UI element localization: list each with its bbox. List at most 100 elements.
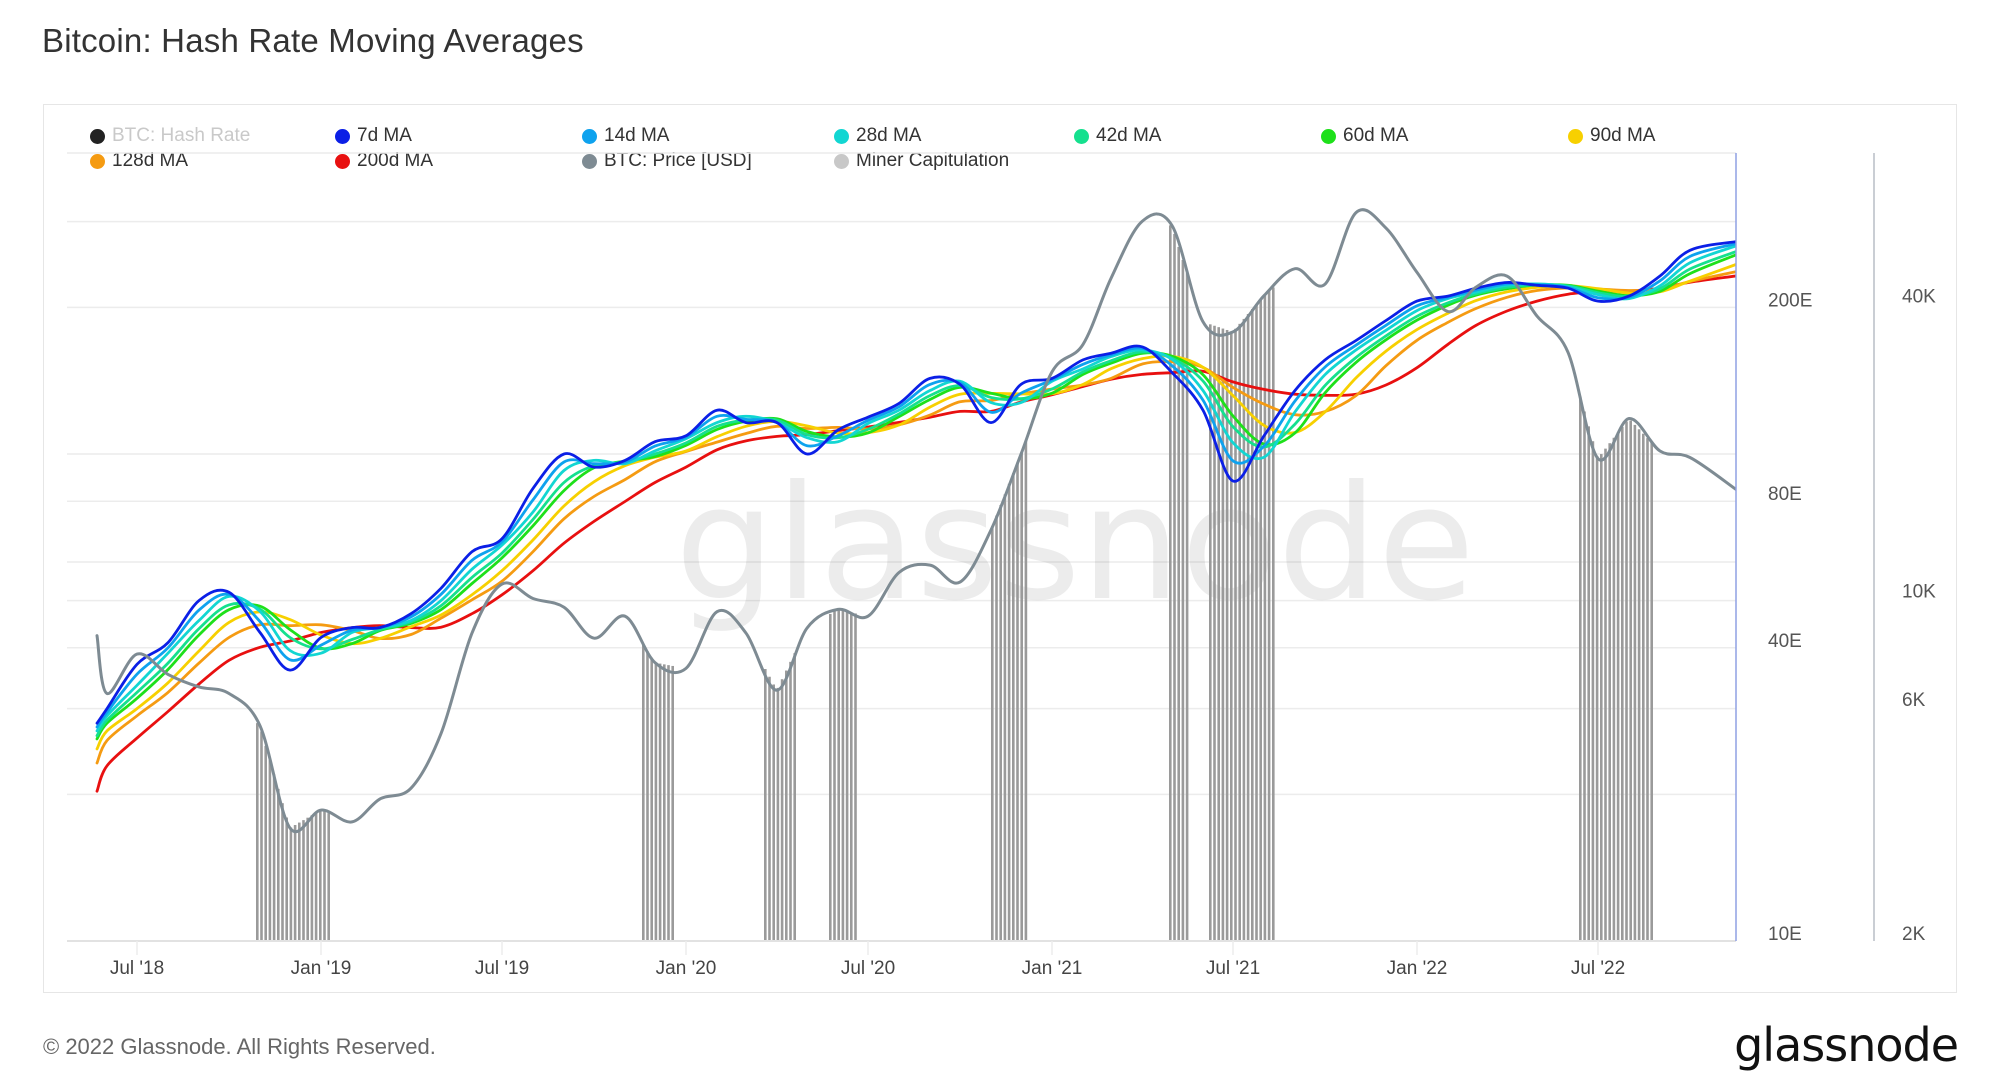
hash-axis-tick-label: 40E	[1768, 631, 1802, 652]
miner-capitulation-stripe	[1629, 420, 1632, 941]
miner-capitulation-stripe	[793, 653, 796, 941]
miner-capitulation-stripe	[671, 666, 674, 941]
miner-capitulation-stripe	[1243, 319, 1246, 941]
watermark-logo: glassnode	[675, 452, 1475, 636]
miner-capitulation-stripe	[1625, 421, 1628, 941]
miner-capitulation-stripe	[850, 612, 853, 941]
miner-capitulation-stripe	[319, 810, 322, 941]
miner-capitulation-stripe	[1650, 443, 1653, 941]
miner-capitulation-stripe	[995, 516, 998, 941]
miner-capitulation-stripe	[1617, 432, 1620, 941]
miner-capitulation-stripe	[1264, 295, 1267, 941]
miner-capitulation-stripe	[1222, 329, 1225, 941]
miner-capitulation-stripe	[829, 614, 832, 941]
miner-capitulation-bar	[764, 653, 796, 941]
miner-capitulation-stripe	[642, 645, 645, 941]
miner-capitulation-stripe	[1646, 438, 1649, 941]
glassnode-logo[interactable]: glassnode	[1734, 1018, 1958, 1072]
miner-capitulation-stripe	[256, 723, 259, 941]
miner-capitulation-stripe	[306, 818, 309, 941]
miner-capitulation-stripe	[663, 664, 666, 941]
miner-capitulation-stripe	[1012, 473, 1015, 941]
miner-capitulation-stripe	[1272, 287, 1275, 941]
miner-capitulation-stripe	[1592, 441, 1595, 941]
miner-capitulation-stripe	[1020, 452, 1023, 941]
miner-capitulation-stripe	[277, 789, 280, 941]
miner-capitulation-stripe	[650, 658, 653, 941]
miner-capitulation-stripe	[1634, 425, 1637, 941]
miner-capitulation-stripe	[1247, 314, 1250, 941]
miner-capitulation-stripe	[1583, 411, 1586, 941]
miner-capitulation-stripe	[1169, 225, 1172, 941]
miner-capitulation-stripe	[264, 746, 267, 941]
miner-capitulation-stripe	[1016, 463, 1019, 941]
miner-capitulation-stripe	[646, 651, 649, 941]
miner-capitulation-stripe	[777, 688, 780, 941]
price-axis-tick-label: 10K	[1902, 582, 1936, 603]
miner-capitulation-stripe	[302, 820, 305, 941]
miner-capitulation-stripe	[315, 813, 318, 941]
x-tick-label: Jul '19	[475, 958, 529, 979]
price-axis-tick-label: 6K	[1902, 690, 1926, 711]
copyright-footer: © 2022 Glassnode. All Rights Reserved.	[43, 1034, 436, 1060]
miner-capitulation-stripe	[1259, 299, 1262, 941]
miner-capitulation-stripe	[1177, 247, 1180, 941]
miner-capitulation-stripe	[1008, 484, 1011, 941]
miner-capitulation-stripe	[842, 611, 845, 941]
miner-capitulation-stripe	[999, 505, 1002, 941]
miner-capitulation-bar	[829, 610, 857, 941]
miner-capitulation-stripe	[772, 684, 775, 941]
miner-capitulation-stripe	[273, 775, 276, 941]
miner-capitulation-bar	[1579, 397, 1653, 941]
miner-capitulation-stripe	[281, 803, 284, 941]
miner-capitulation-stripe	[260, 732, 263, 941]
miner-capitulation-stripe	[323, 811, 326, 941]
miner-capitulation-stripe	[327, 813, 330, 941]
x-tick-label: Jan '21	[1022, 958, 1083, 979]
miner-capitulation-stripe	[991, 526, 994, 941]
y-axis-ticks: 200E 80E 40E 10E 40K 10K 6K 2K	[1768, 286, 1936, 945]
x-tick-label: Jan '20	[656, 958, 717, 979]
miner-capitulation-stripe	[1268, 291, 1271, 941]
miner-capitulation-stripe	[833, 611, 836, 941]
price-axis-tick-label: 2K	[1902, 924, 1926, 945]
miner-capitulation-stripe	[846, 612, 849, 941]
miner-capitulation-stripe	[1587, 426, 1590, 941]
miner-capitulation-stripe	[781, 679, 784, 941]
miner-capitulation-stripe	[655, 663, 658, 941]
hash-axis-tick-label: 10E	[1768, 924, 1802, 945]
miner-capitulation-stripe	[1004, 494, 1007, 941]
miner-capitulation-stripe	[1596, 456, 1599, 941]
miner-capitulation-stripe	[764, 669, 767, 941]
miner-capitulation-stripe	[854, 613, 857, 941]
miner-capitulation-stripe	[298, 823, 301, 941]
x-tick-label: Jan '22	[1387, 958, 1448, 979]
miner-capitulation-stripe	[1213, 326, 1216, 941]
miner-capitulation-stripe	[311, 815, 314, 941]
miner-capitulation-stripe	[1608, 443, 1611, 941]
miner-capitulation-stripe	[1600, 454, 1603, 941]
hash-axis-tick-label: 200E	[1768, 290, 1812, 311]
miner-capitulation-stripe	[1613, 438, 1616, 941]
miner-capitulation-stripe	[789, 662, 792, 941]
miner-capitulation-stripe	[1238, 324, 1241, 941]
miner-capitulation-stripe	[1173, 234, 1176, 941]
x-tick-label: Jul '22	[1571, 958, 1625, 979]
miner-capitulation-stripe	[294, 825, 297, 941]
miner-capitulation-stripe	[1579, 397, 1582, 941]
miner-capitulation-stripe	[1642, 434, 1645, 941]
miner-capitulation-stripe	[837, 610, 840, 941]
x-tick-label: Jul '20	[841, 958, 895, 979]
price-axis-tick-label: 40K	[1902, 286, 1936, 307]
hash-axis-tick-label: 80E	[1768, 484, 1802, 505]
miner-capitulation-bar	[642, 645, 674, 941]
miner-capitulation-stripe	[785, 671, 788, 941]
miner-capitulation-stripe	[1025, 441, 1028, 941]
miner-capitulation-stripe	[768, 677, 771, 941]
miner-capitulation-stripe	[1251, 309, 1254, 941]
miner-capitulation-stripe	[285, 818, 288, 941]
x-tick-label: Jul '21	[1206, 958, 1260, 979]
miner-capitulation-stripe	[290, 827, 293, 941]
miner-capitulation-stripe	[1604, 449, 1607, 941]
